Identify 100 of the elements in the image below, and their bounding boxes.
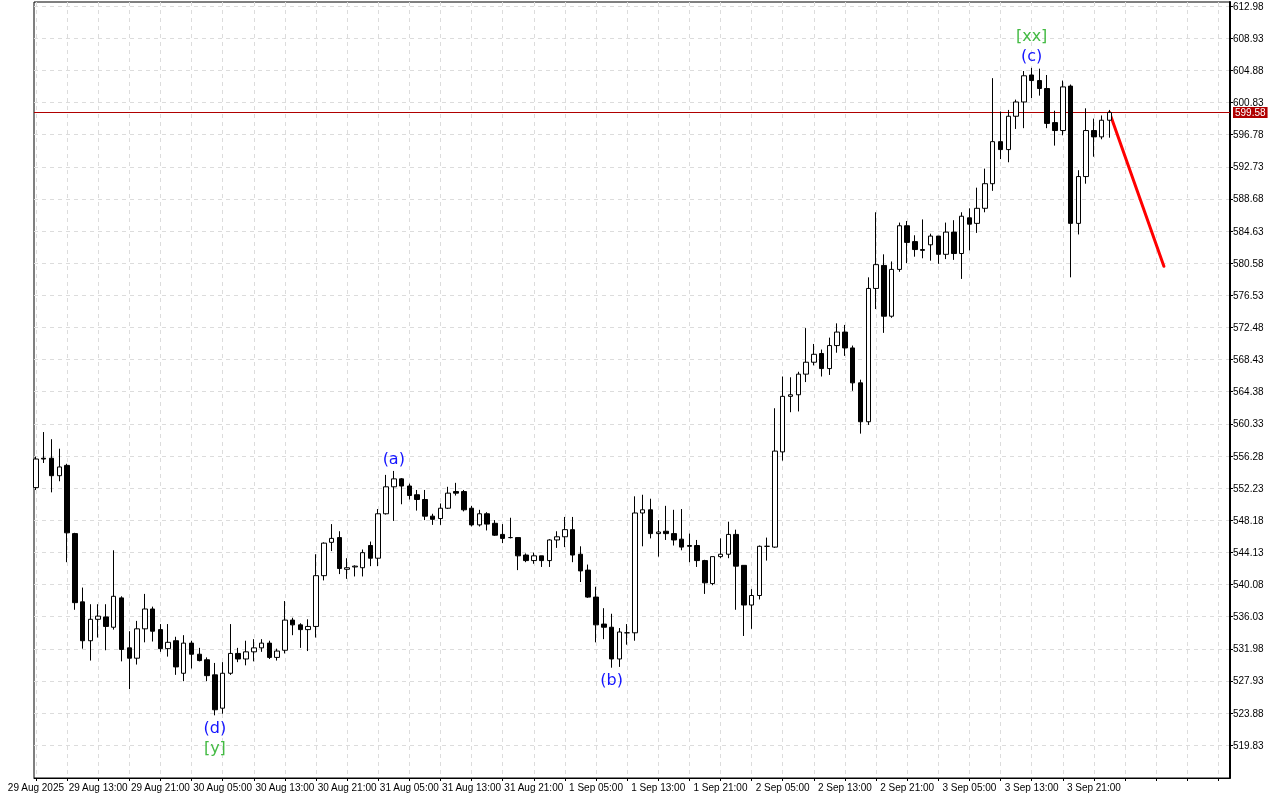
candlestick (609, 613, 614, 669)
candlestick (41, 431, 46, 464)
x-tick-label: 2 Sep 05:00 (755, 781, 811, 793)
candlestick (111, 549, 116, 631)
x-tick-label: 3 Sep 05:00 (942, 781, 997, 793)
candlestick (974, 187, 980, 234)
candlestick (881, 253, 887, 334)
candlestick (173, 636, 179, 676)
candlestick (515, 537, 521, 571)
candlestick (329, 523, 334, 552)
candlestick (500, 523, 505, 544)
y-tick-label: 596.78 (1233, 129, 1265, 141)
candlestick (477, 509, 482, 527)
candlestick (282, 600, 288, 654)
annotation: (d) (203, 717, 227, 737)
candlestick (197, 647, 202, 662)
candlestick (858, 379, 863, 435)
candlestick (383, 474, 389, 516)
candlestick (570, 516, 575, 563)
candlestick (897, 222, 902, 273)
y-tick-label: 608.93 (1233, 32, 1265, 44)
y-tick-label: 600.83 (1233, 97, 1265, 109)
y-tick-label: 576.53 (1233, 289, 1265, 301)
candlestick (399, 477, 404, 505)
candlestick (158, 623, 163, 653)
candlestick (243, 640, 249, 666)
y-tick-label: 527.93 (1233, 675, 1265, 687)
x-tick-label: 3 Sep 13:00 (1004, 781, 1060, 793)
y-tick-label: 572.48 (1233, 321, 1265, 333)
candlestick (80, 587, 85, 650)
candlestick (850, 345, 855, 392)
candlestick (313, 553, 319, 639)
y-tick-label: 531.98 (1233, 643, 1265, 655)
candlestick (726, 521, 731, 559)
candlestick (352, 564, 358, 577)
candlestick (718, 537, 723, 559)
candlestick (842, 324, 848, 357)
candlestick (959, 211, 964, 280)
candlestick (407, 483, 412, 500)
y-tick-label: 540.08 (1233, 579, 1265, 591)
candlestick (337, 530, 342, 575)
candlestick (796, 371, 801, 412)
candlestick (749, 588, 754, 630)
annotation: (c) (1021, 46, 1043, 66)
candlestick (943, 222, 949, 260)
candlestick (274, 648, 280, 662)
candlestick (422, 489, 428, 521)
candlestick (95, 603, 101, 639)
y-tick-label: 612.98 (1233, 0, 1265, 12)
candlestick (1013, 99, 1019, 130)
y-tick-label: 548.18 (1233, 514, 1265, 526)
candlestick (702, 559, 708, 595)
candlestick (967, 207, 972, 251)
x-tick-label: 30 Aug 21:00 (317, 781, 378, 793)
annotation: (b) (600, 670, 623, 690)
y-tick-label: 604.88 (1233, 64, 1265, 76)
candlestick (624, 623, 630, 646)
candlestick (391, 470, 397, 522)
candlestick (687, 533, 692, 563)
candlestick (88, 603, 93, 662)
candlestick (414, 489, 420, 512)
candlestick (733, 529, 739, 611)
candlestick (1060, 80, 1066, 136)
candlestick (189, 640, 194, 669)
candlestick (523, 552, 529, 563)
candlestick (298, 622, 303, 649)
candlestick (492, 519, 498, 537)
candlestick (951, 219, 957, 261)
candlestick (305, 618, 311, 652)
candlestick (57, 448, 62, 482)
candlestick (671, 509, 677, 547)
candlestick (803, 327, 809, 383)
candlestick (72, 532, 78, 611)
x-tick-label: 2 Sep 13:00 (817, 781, 873, 793)
candlestick (368, 541, 373, 567)
candlestick (936, 235, 941, 265)
y-tick-label: 523.88 (1233, 707, 1265, 719)
candlestick (127, 630, 132, 690)
candlestick (1083, 107, 1089, 185)
candlestick (1091, 118, 1097, 158)
candlestick (585, 564, 591, 599)
candlestick (165, 623, 171, 658)
candlestick (772, 407, 778, 549)
annotation: [xx] (1015, 26, 1048, 46)
candlestick (453, 482, 459, 497)
candlestick (601, 607, 607, 640)
candlestick (834, 322, 840, 354)
candlestick (710, 556, 715, 586)
candlestick (228, 623, 233, 676)
candlestick (679, 508, 684, 551)
y-tick-label: 592.73 (1233, 161, 1265, 173)
candlestick (134, 620, 140, 666)
candlestick (150, 606, 155, 643)
candlestick (103, 603, 109, 651)
x-tick-label: 29 Aug 2025 (7, 781, 65, 793)
y-tick-label: 584.63 (1233, 225, 1265, 237)
candlestick (119, 595, 124, 662)
candlestick (1052, 110, 1058, 147)
candlestick (656, 519, 661, 558)
candlestick (1076, 169, 1081, 235)
